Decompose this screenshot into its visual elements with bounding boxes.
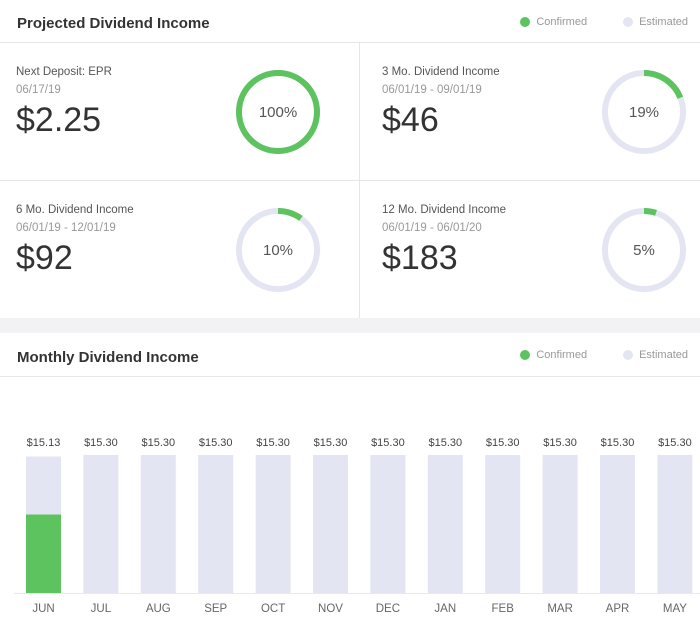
bar-value-label: $15.30 xyxy=(486,437,520,449)
progress-ring: 5% xyxy=(602,208,686,292)
monthly-bar-chart: $15.13JUN$15.30JUL$15.30AUG$15.30SEP$15.… xyxy=(14,437,700,615)
card-amount: $92 xyxy=(16,239,73,277)
estimated-bar xyxy=(427,455,463,593)
bar-value-label: $15.13 xyxy=(27,437,61,449)
progress-ring: 19% xyxy=(602,70,686,154)
confirmed-dot-icon xyxy=(520,17,531,27)
progress-ring: 100% xyxy=(236,70,320,154)
bar-sep[interactable]: $15.30 SEP xyxy=(198,437,234,615)
bar-value-label: $15.30 xyxy=(371,437,405,449)
estimated-dot-icon xyxy=(623,350,634,360)
bar-value-label: $15.30 xyxy=(601,437,635,449)
card-amount: $46 xyxy=(382,101,439,139)
bar-may[interactable]: $15.30 MAY xyxy=(657,437,693,615)
divider xyxy=(0,376,700,377)
monthly-income-panel: Monthly Dividend Income Confirmed Estima… xyxy=(0,333,700,619)
estimated-bar xyxy=(600,455,635,593)
bar-feb[interactable]: $15.30 FEB xyxy=(485,437,521,615)
bar-oct[interactable]: $15.30 OCT xyxy=(255,437,291,615)
month-tick-label: OCT xyxy=(261,603,285,615)
estimated-bar xyxy=(370,455,406,593)
bar-apr[interactable]: $15.30 APR xyxy=(600,437,635,615)
legend-label: Estimated xyxy=(639,16,688,28)
legend-confirmed[interactable]: Confirmed xyxy=(520,349,587,361)
month-tick-label: SEP xyxy=(204,603,227,615)
percent-label: 100% xyxy=(259,104,297,121)
card-dates: 06/01/19 - 09/01/19 xyxy=(382,84,482,96)
divider xyxy=(0,42,700,43)
bar-jul[interactable]: $15.30 JUL xyxy=(83,437,119,615)
panel-title: Projected Dividend Income xyxy=(17,15,210,32)
card-dates: 06/01/19 - 12/01/19 xyxy=(16,222,116,234)
card-amount: $2.25 xyxy=(16,101,102,139)
estimated-bar xyxy=(313,455,348,593)
card-label: Next Deposit: EPR xyxy=(16,66,112,78)
month-tick-label: JUN xyxy=(32,603,54,615)
month-tick-label: MAR xyxy=(547,603,573,615)
bar-value-label: $15.30 xyxy=(314,437,348,449)
percent-label: 10% xyxy=(263,242,293,259)
next-deposit-card: Next Deposit: EPR 06/17/19 $2.25 100% xyxy=(0,43,345,180)
bar-mar[interactable]: $15.30 MAR xyxy=(542,437,578,615)
card-label: 6 Mo. Dividend Income xyxy=(16,204,134,216)
estimated-bar xyxy=(198,455,234,593)
bar-jan[interactable]: $15.30 JAN xyxy=(427,437,463,615)
bar-value-label: $15.30 xyxy=(543,437,577,449)
estimated-bar xyxy=(140,455,176,593)
bar-jun[interactable]: $15.13 JUN xyxy=(26,437,61,615)
estimated-bar xyxy=(485,455,521,593)
divider xyxy=(0,180,700,181)
three-month-card: 3 Mo. Dividend Income 06/01/19 - 09/01/1… xyxy=(360,43,700,180)
legend-label: Confirmed xyxy=(536,16,588,28)
bar-value-label: $15.30 xyxy=(256,437,290,449)
month-tick-label: MAY xyxy=(663,603,687,615)
card-amount: $183 xyxy=(382,239,458,277)
month-tick-label: APR xyxy=(606,603,630,615)
card-dates: 06/17/19 xyxy=(16,84,61,96)
six-month-card: 6 Mo. Dividend Income 06/01/19 - 12/01/1… xyxy=(0,181,345,318)
confirmed-dot-icon xyxy=(520,350,531,360)
card-dates: 06/01/19 - 06/01/20 xyxy=(382,222,482,234)
progress-ring: 10% xyxy=(236,208,320,292)
bar-value-label: $15.30 xyxy=(84,437,118,449)
legend-estimated[interactable]: Estimated xyxy=(623,16,688,28)
month-tick-label: FEB xyxy=(492,603,515,615)
confirmed-bar xyxy=(26,514,61,593)
estimated-bar xyxy=(542,455,578,593)
percent-label: 5% xyxy=(633,242,655,259)
estimated-dot-icon xyxy=(623,17,634,27)
legend: Confirmed Estimated xyxy=(484,349,688,361)
bar-aug[interactable]: $15.30 AUG xyxy=(140,437,176,615)
month-tick-label: NOV xyxy=(318,603,343,615)
card-label: 12 Mo. Dividend Income xyxy=(382,204,507,216)
bar-dec[interactable]: $15.30 DEC xyxy=(370,437,406,615)
projected-income-panel: Projected Dividend Income Confirmed Esti… xyxy=(0,0,700,318)
divider xyxy=(359,43,360,318)
legend-label: Confirmed xyxy=(536,349,588,361)
month-tick-label: AUG xyxy=(146,603,171,615)
month-tick-label: JAN xyxy=(434,603,456,615)
bar-value-label: $15.30 xyxy=(199,437,233,449)
legend-confirmed[interactable]: Confirmed xyxy=(520,16,587,28)
estimated-bar xyxy=(255,455,291,593)
bar-nov[interactable]: $15.30 NOV xyxy=(313,437,348,615)
bar-value-label: $15.30 xyxy=(141,437,175,449)
card-label: 3 Mo. Dividend Income xyxy=(382,66,500,78)
legend-label: Estimated xyxy=(639,349,688,361)
twelve-month-card: 12 Mo. Dividend Income 06/01/19 - 06/01/… xyxy=(360,181,700,318)
panel-title: Monthly Dividend Income xyxy=(17,349,199,366)
estimated-bar xyxy=(83,455,119,593)
estimated-bar xyxy=(657,455,693,593)
bar-value-label: $15.30 xyxy=(658,437,692,449)
bar-value-label: $15.30 xyxy=(428,437,462,449)
legend: Confirmed Estimated xyxy=(484,16,688,28)
legend-estimated[interactable]: Estimated xyxy=(623,349,688,361)
percent-label: 19% xyxy=(629,104,659,121)
month-tick-label: JUL xyxy=(91,603,112,615)
month-tick-label: DEC xyxy=(376,603,400,615)
